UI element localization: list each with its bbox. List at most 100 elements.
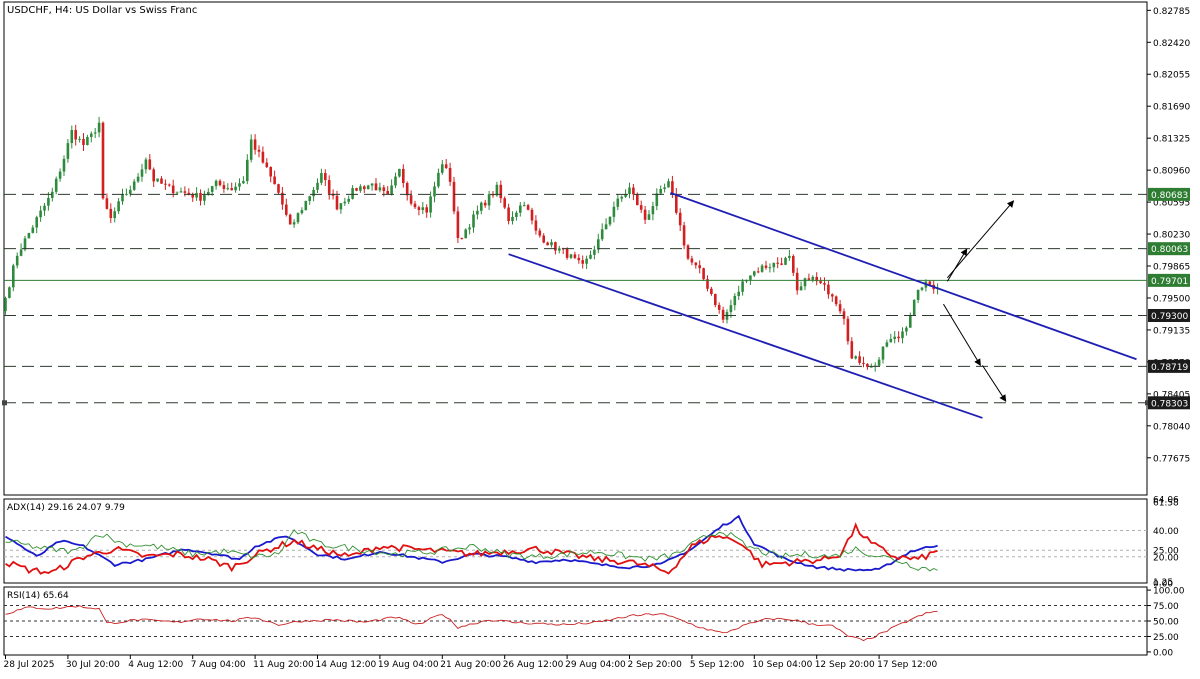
candle-body: [792, 256, 795, 273]
candle-body: [667, 181, 670, 188]
candle: [694, 262, 698, 269]
candle: [117, 198, 120, 214]
channel-upper-line: [670, 192, 1137, 361]
candle: [246, 154, 249, 185]
candle-body: [394, 176, 397, 186]
candle: [558, 245, 561, 254]
candle-body: [916, 289, 920, 300]
candle: [316, 178, 319, 193]
candle-body: [351, 188, 354, 199]
candle-body: [246, 159, 249, 182]
candle: [858, 351, 861, 365]
candle: [39, 205, 42, 222]
candle-body: [82, 138, 85, 145]
candle-body: [214, 180, 218, 187]
candle: [604, 218, 608, 230]
candle: [737, 285, 740, 300]
candle: [741, 278, 744, 296]
candle-body: [647, 214, 651, 220]
price-axis-label: 0.78040: [1153, 422, 1190, 432]
candle-body: [569, 254, 573, 258]
time-axis-label: 19 Aug 04:00: [378, 660, 439, 670]
rsi-line: [5, 605, 938, 642]
level-tag: [1148, 359, 1190, 373]
candle: [776, 257, 779, 269]
candle-body: [480, 202, 483, 211]
candle: [70, 125, 74, 149]
candle: [417, 205, 421, 216]
candle-body: [125, 193, 128, 195]
candle-body: [312, 189, 315, 197]
price-axis-label: 0.77675: [1153, 454, 1190, 464]
candle: [920, 286, 924, 292]
candle-body: [760, 265, 764, 272]
candle: [714, 293, 717, 308]
candle-body: [90, 133, 93, 138]
candle: [452, 176, 456, 215]
candle: [639, 200, 643, 213]
candle: [405, 181, 409, 201]
candle-body: [456, 211, 460, 238]
candle: [476, 205, 479, 220]
candle: [370, 183, 374, 191]
candle-body: [628, 187, 631, 195]
candle: [850, 337, 854, 360]
candle-body: [366, 185, 370, 190]
candle-body: [593, 249, 596, 255]
candle-body: [881, 346, 885, 360]
price-axis-label: 0.79500: [1153, 294, 1190, 304]
candle: [772, 262, 776, 273]
candle-body: [129, 189, 132, 194]
candle: [164, 179, 167, 191]
candle: [733, 293, 737, 311]
candle-body: [558, 248, 561, 251]
candle-body: [850, 341, 854, 359]
rsi-axis-label: 100.00: [1153, 587, 1185, 597]
candle-body: [179, 191, 183, 193]
candle-body: [671, 181, 674, 194]
candle-body: [370, 183, 374, 186]
candle-body: [405, 182, 409, 196]
candle: [460, 237, 464, 240]
candle: [554, 241, 557, 255]
candle: [655, 188, 659, 211]
candle: [4, 296, 7, 315]
adx-axis-label: 25.00: [1153, 547, 1179, 557]
candle-body: [448, 167, 452, 182]
candle: [156, 178, 159, 183]
price-axis-label: 0.82785: [1153, 7, 1190, 17]
candle-body: [300, 210, 304, 214]
candle-body: [866, 363, 869, 367]
candle-body: [756, 271, 760, 273]
adx-axis-label: 61.58: [1153, 499, 1179, 509]
candle: [203, 190, 206, 206]
candle-body: [359, 186, 362, 191]
candle-body: [476, 210, 479, 215]
candle: [487, 190, 491, 211]
level-tag-label: 0.80683: [1151, 191, 1188, 201]
level-tag: [1148, 308, 1190, 322]
level-tag: [1148, 273, 1190, 287]
candle: [347, 195, 350, 205]
candle-body: [441, 164, 444, 173]
candle: [827, 280, 830, 299]
candle-body: [682, 225, 686, 246]
candle-body: [444, 164, 448, 168]
candle: [269, 166, 272, 183]
candle: [831, 293, 834, 302]
candle: [901, 327, 904, 344]
projection-arrow: [946, 248, 968, 282]
candle: [550, 239, 553, 248]
adx-axis-label: 20.00: [1153, 553, 1179, 563]
time-axis-label: 29 Aug 04:00: [565, 660, 626, 670]
candle-body: [199, 192, 202, 201]
candle: [58, 168, 62, 182]
candle: [140, 163, 144, 182]
candle: [214, 179, 218, 190]
candle: [585, 255, 588, 270]
candle-body: [663, 187, 666, 190]
candle-body: [226, 188, 230, 190]
candle: [534, 215, 538, 235]
candle-body: [277, 184, 280, 193]
